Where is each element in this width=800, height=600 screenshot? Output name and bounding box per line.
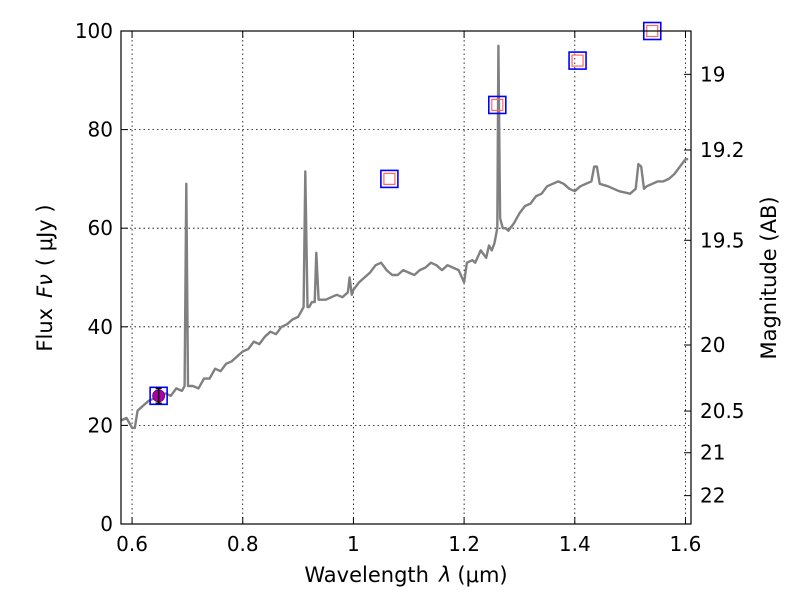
x-tick-label: 1.2 xyxy=(448,532,480,556)
y-axis-label: FluxFν( μJy ) xyxy=(33,204,57,351)
grid-lines xyxy=(121,30,691,525)
model-point xyxy=(568,51,587,70)
y2-tick-label: 19.5 xyxy=(700,228,745,252)
point-box xyxy=(380,169,399,189)
y-axis-ticks: 0 20 40 60 80 100 xyxy=(75,19,128,536)
y-tick-label: 60 xyxy=(88,216,113,240)
y2-axis-label: Magnitude (AB) xyxy=(757,196,781,359)
x-tick-label: 0.8 xyxy=(227,532,259,556)
x-tick-label: 0.6 xyxy=(116,532,148,556)
x-axis-ticks: 0.6 0.8 1 1.2 1.4 1.6 xyxy=(116,31,701,556)
point-box xyxy=(488,95,507,115)
point-inner-box xyxy=(383,172,396,185)
y-tick-label: 40 xyxy=(88,315,113,339)
y-tick-label: 0 xyxy=(100,512,113,536)
photometry-points xyxy=(149,21,662,406)
y2-tick-label: 22 xyxy=(700,484,725,508)
model-point xyxy=(380,169,399,189)
model-point xyxy=(488,95,507,115)
x-tick-label: 1.4 xyxy=(559,532,591,556)
spectrum-series xyxy=(120,44,689,430)
point-box xyxy=(149,386,168,406)
y2-tick-label: 19.2 xyxy=(700,138,745,162)
y2-tick-label: 20 xyxy=(700,333,725,357)
y2-tick-label: 21 xyxy=(700,441,725,465)
y-tick-label: 100 xyxy=(75,19,113,43)
y2-tick-label: 20.5 xyxy=(700,399,745,423)
point-inner-box xyxy=(571,54,584,67)
y-tick-label: 20 xyxy=(88,413,113,437)
measured-point xyxy=(149,386,168,406)
spectrum-line xyxy=(120,44,689,430)
x-tick-label: 1.6 xyxy=(670,532,702,556)
x-axis-label: Wavelength λ (μm) xyxy=(304,563,507,587)
point-box xyxy=(568,51,587,70)
y-tick-label: 80 xyxy=(88,118,113,142)
y2-axis-ticks: 19 19.2 19.5 20 20.5 21 22 xyxy=(684,62,745,508)
plot-frame xyxy=(120,30,692,525)
y2-tick-label: 19 xyxy=(700,62,725,86)
point-inner-box xyxy=(491,98,504,112)
x-tick-label: 1 xyxy=(347,532,360,556)
